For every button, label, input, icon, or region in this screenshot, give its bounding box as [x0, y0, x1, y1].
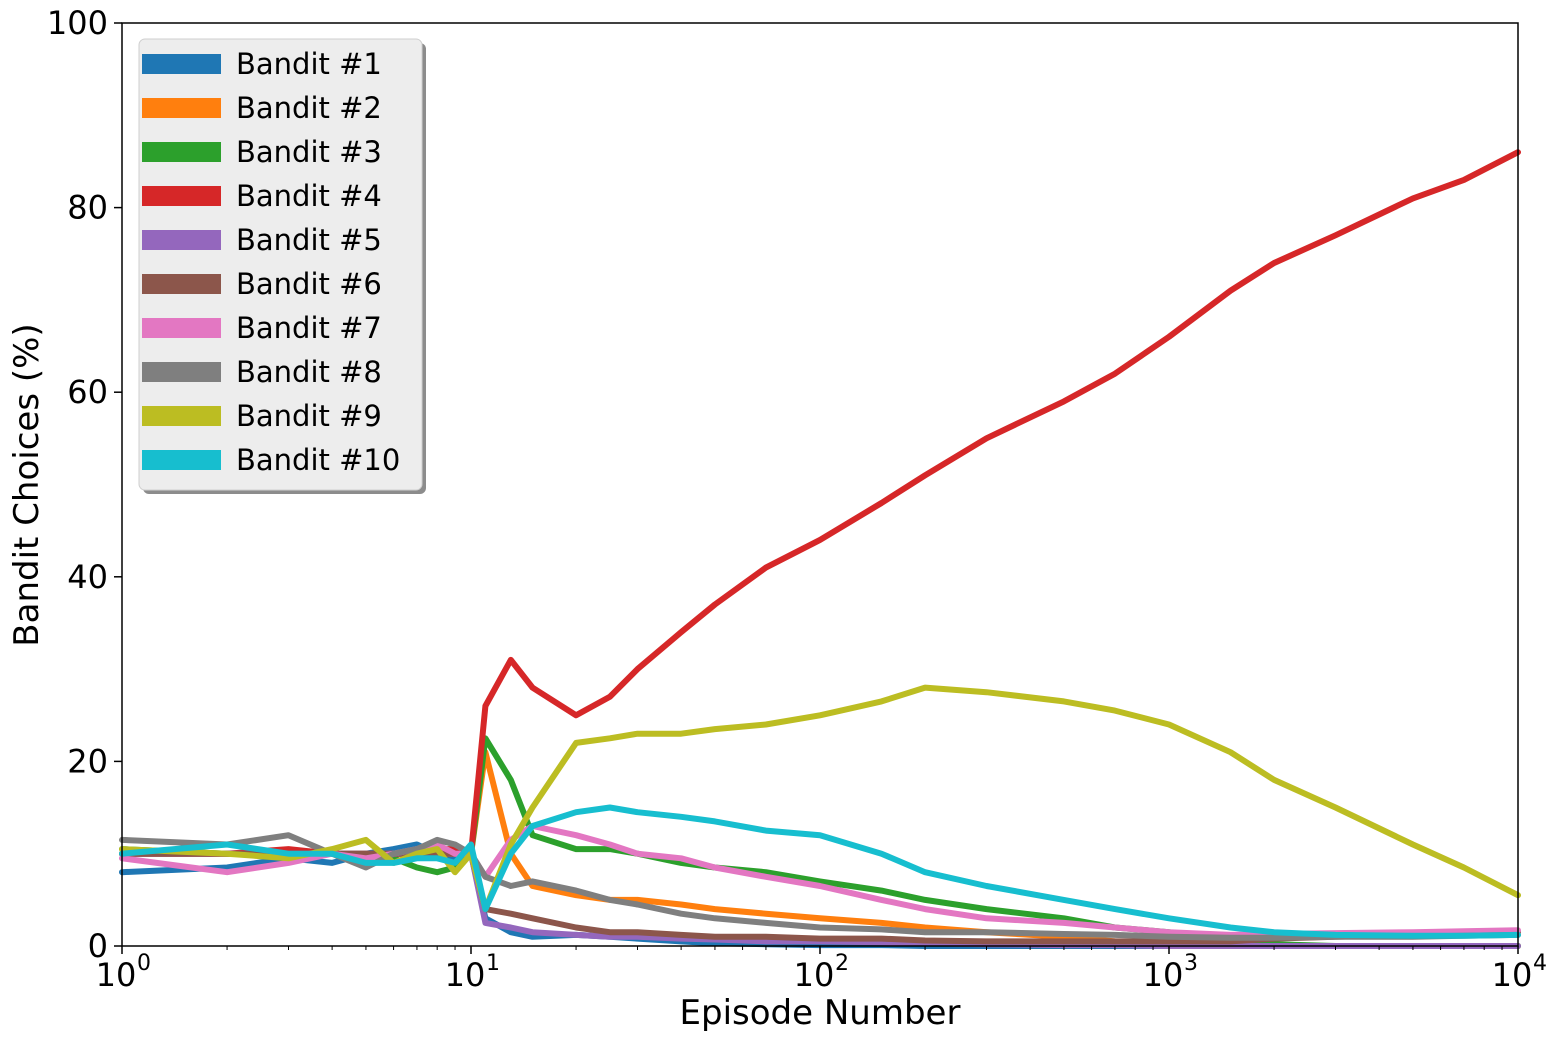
legend-swatch [142, 98, 221, 118]
legend-swatch [142, 142, 221, 162]
legend-label: Bandit #1 [236, 47, 382, 81]
legend-label: Bandit #5 [236, 223, 382, 257]
legend-swatch [142, 230, 221, 250]
legend-swatch [142, 450, 221, 470]
x-axis-ticks: 10 0 10 1 10 2 10 3 10 4 [96, 946, 1547, 994]
legend-swatch [142, 318, 221, 338]
y-tick-label: 60 [67, 373, 108, 411]
legend-swatch [142, 54, 221, 74]
x-tick-label: 10 [445, 956, 486, 994]
legend-label: Bandit #2 [236, 91, 382, 125]
series-line-8 [119, 832, 1521, 941]
series-line-10 [119, 804, 1521, 939]
x-axis-label: Episode Number [680, 993, 961, 1033]
x-tick-label: 10 [1143, 956, 1184, 994]
legend-swatch [142, 406, 221, 426]
series-line-3 [119, 735, 1521, 949]
legend-label: Bandit #6 [236, 267, 382, 301]
legend-swatch [142, 186, 221, 206]
x-tick-exponent: 4 [1533, 951, 1547, 976]
plot-lines [119, 149, 1521, 949]
legend-label: Bandit #4 [236, 179, 382, 213]
y-tick-label: 40 [67, 558, 108, 596]
x-axis-minor-ticks [226, 946, 1503, 950]
legend: Bandit #1 Bandit #2 Bandit #3 Bandit #4 Band… [138, 38, 426, 494]
x-tick-label: 10 [794, 956, 835, 994]
y-tick-label: 0 [88, 927, 108, 965]
y-tick-label: 80 [67, 189, 108, 227]
y-tick-label: 20 [67, 742, 108, 780]
x-tick-exponent: 0 [137, 951, 151, 976]
x-tick-label: 10 [1492, 956, 1533, 994]
legend-swatch [142, 362, 221, 382]
legend-label: Bandit #8 [236, 355, 382, 389]
series-line-9 [119, 684, 1521, 913]
x-tick-exponent: 2 [835, 951, 849, 976]
x-tick-exponent: 1 [486, 951, 500, 976]
x-tick-label: 10 [96, 956, 137, 994]
legend-label: Bandit #3 [236, 135, 382, 169]
legend-label: Bandit #7 [236, 311, 382, 345]
y-axis-ticks: 0 20 40 60 80 100 [47, 4, 122, 965]
x-tick-exponent: 3 [1184, 951, 1198, 976]
y-tick-label: 100 [47, 4, 108, 42]
legend-label: Bandit #9 [236, 399, 382, 433]
legend-label: Bandit #10 [236, 443, 400, 477]
y-axis-label: Bandit Choices (%) [7, 323, 47, 646]
legend-swatch [142, 274, 221, 294]
